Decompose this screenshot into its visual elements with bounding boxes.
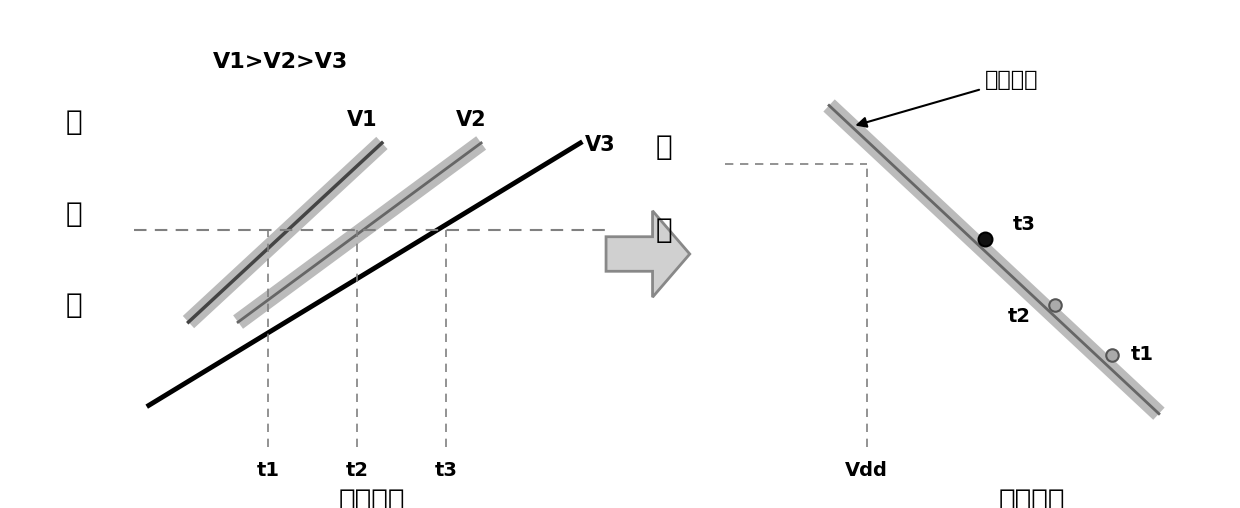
Text: t1: t1 xyxy=(1131,344,1153,364)
Text: V2: V2 xyxy=(456,110,486,130)
Text: t3: t3 xyxy=(1013,215,1035,234)
Text: 漂: 漂 xyxy=(66,108,83,136)
Text: t1: t1 xyxy=(257,461,279,480)
Text: 应力电压: 应力电压 xyxy=(998,487,1065,508)
Text: 应力时间: 应力时间 xyxy=(339,487,405,508)
Text: 量: 量 xyxy=(66,292,83,320)
Text: t2: t2 xyxy=(1008,307,1032,326)
Text: 间: 间 xyxy=(656,216,672,244)
Text: V1>V2>V3: V1>V2>V3 xyxy=(213,52,348,72)
Text: 移: 移 xyxy=(66,200,83,228)
Text: 时: 时 xyxy=(656,133,672,161)
Text: V3: V3 xyxy=(585,135,616,155)
Text: t2: t2 xyxy=(346,461,368,480)
Text: Vdd: Vdd xyxy=(846,461,888,480)
Text: V1: V1 xyxy=(347,110,377,130)
Text: t3: t3 xyxy=(435,461,458,480)
Polygon shape xyxy=(606,211,689,297)
Text: 预测寿命: 预测寿命 xyxy=(858,71,1038,126)
